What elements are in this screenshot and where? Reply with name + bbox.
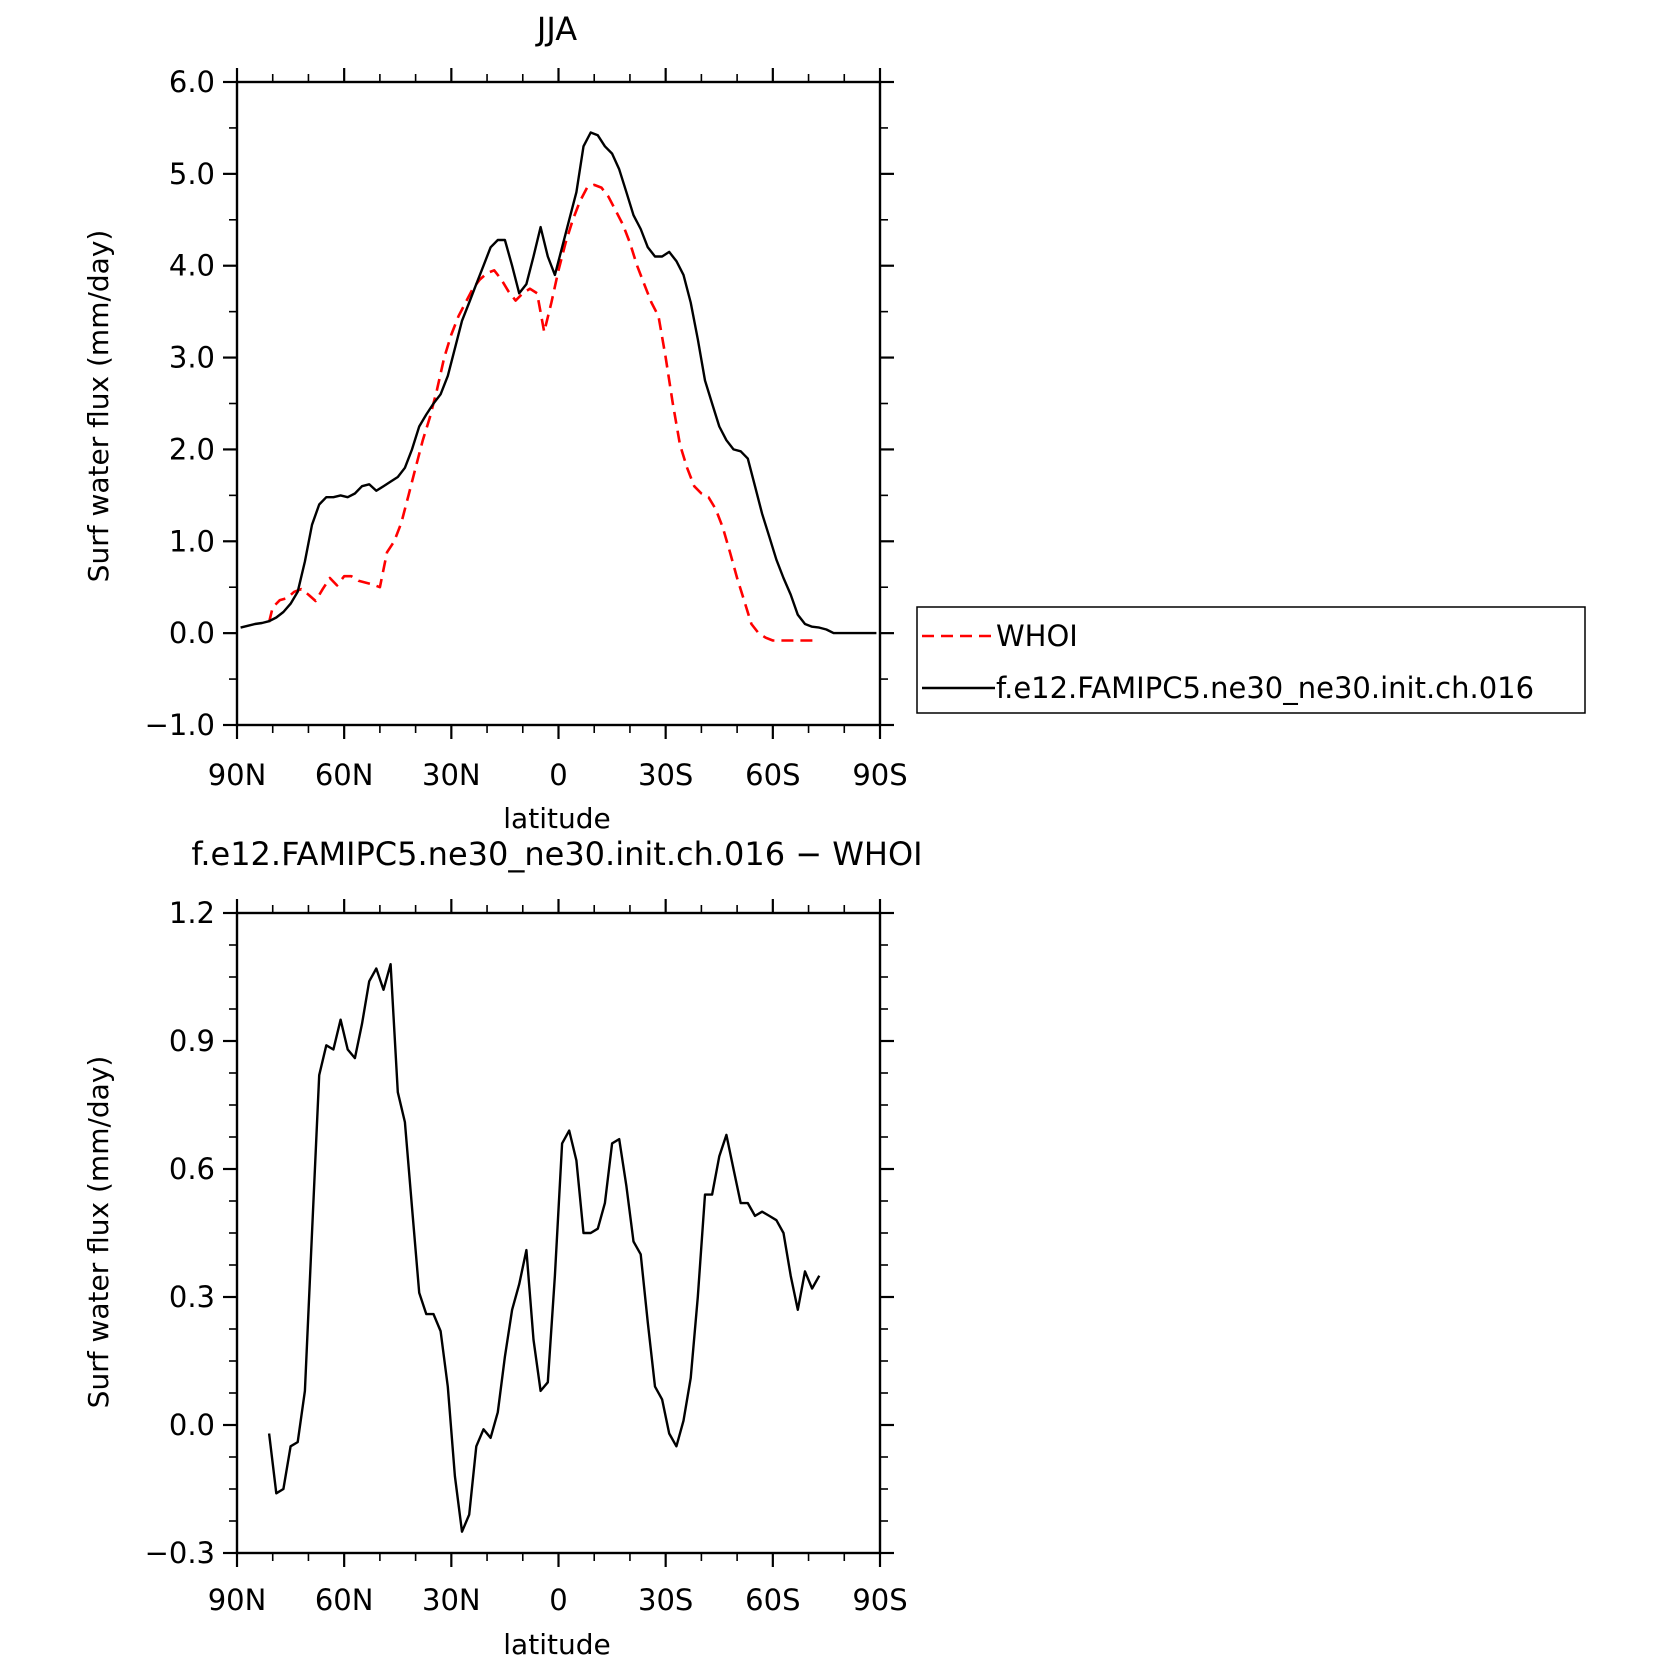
y-axis-label: Surf water flux (mm/day) — [82, 230, 115, 583]
axes: 90N 60N 30N 0 30S 60S 90S −0.3 0.0 0.3 0.6 0.9 1.2 — [145, 896, 908, 1617]
x-axis-label: latitude — [503, 802, 610, 835]
y-tick-label: 0.0 — [169, 616, 215, 650]
y-tick-label: 5.0 — [169, 157, 215, 191]
series-lines — [240, 131, 877, 642]
x-tick-label: 0 — [549, 1583, 567, 1617]
y-tick-label: 4.0 — [169, 249, 215, 283]
y-tick-label: 6.0 — [169, 65, 215, 99]
series-lines — [267, 963, 821, 1533]
legend-box — [916, 606, 1586, 714]
legend-label-whoi: WHOI — [996, 619, 1078, 653]
legend: WHOI f.e12.FAMIPC5.ne30_ne30.init.ch.016 — [916, 606, 1586, 714]
chart-panel-jja: JJA 90N 60N 30N 0 30S 60S 90S −1.0 0.0 1.0 2.0 3.0 4… — [82, 10, 1586, 835]
x-tick-label: 90N — [208, 1583, 267, 1617]
series-line-whoi — [267, 183, 816, 642]
y-tick-label: −1.0 — [145, 708, 215, 742]
x-tick-label: 60N — [315, 1583, 374, 1617]
x-tick-label: 30N — [422, 1583, 481, 1617]
y-tick-label: −0.3 — [145, 1536, 215, 1570]
y-tick-label: 0.6 — [169, 1152, 215, 1186]
x-tick-label: 90S — [852, 758, 907, 792]
x-tick-label: 60S — [745, 1583, 800, 1617]
plot-frame — [235, 80, 882, 727]
x-tick-label: 30N — [422, 758, 481, 792]
series-line-difference — [267, 963, 821, 1533]
y-tick-label: 0.3 — [169, 1280, 215, 1314]
y-tick-label: 0.0 — [169, 1408, 215, 1442]
chart-title: f.e12.FAMIPC5.ne30_ne30.init.ch.016 − WH… — [191, 835, 922, 873]
x-tick-label: 60N — [315, 758, 374, 792]
chart-panel-difference: f.e12.FAMIPC5.ne30_ne30.init.ch.016 − WH… — [82, 835, 923, 1661]
y-tick-label: 1.0 — [169, 524, 215, 558]
legend-label-model: f.e12.FAMIPC5.ne30_ne30.init.ch.016 — [996, 671, 1534, 705]
x-tick-label: 0 — [549, 758, 567, 792]
series-line-f-e12-famipc5-ne30-ne30-init-ch-016 — [240, 131, 877, 635]
axes: 90N 60N 30N 0 30S 60S 90S −1.0 0.0 1.0 2.0 3.0 4.0 5.… — [145, 65, 908, 792]
x-axis-label: latitude — [503, 1628, 610, 1661]
y-tick-label: 1.2 — [169, 896, 215, 930]
x-tick-label: 60S — [745, 758, 800, 792]
y-tick-label: 2.0 — [169, 432, 215, 466]
y-tick-label: 0.9 — [169, 1024, 215, 1058]
x-tick-label: 90S — [852, 1583, 907, 1617]
y-axis-label: Surf water flux (mm/day) — [82, 1056, 115, 1409]
x-tick-label: 30S — [638, 758, 693, 792]
y-tick-label: 3.0 — [169, 341, 215, 375]
x-tick-label: 30S — [638, 1583, 693, 1617]
chart-title: JJA — [535, 10, 577, 48]
x-tick-label: 90N — [208, 758, 267, 792]
